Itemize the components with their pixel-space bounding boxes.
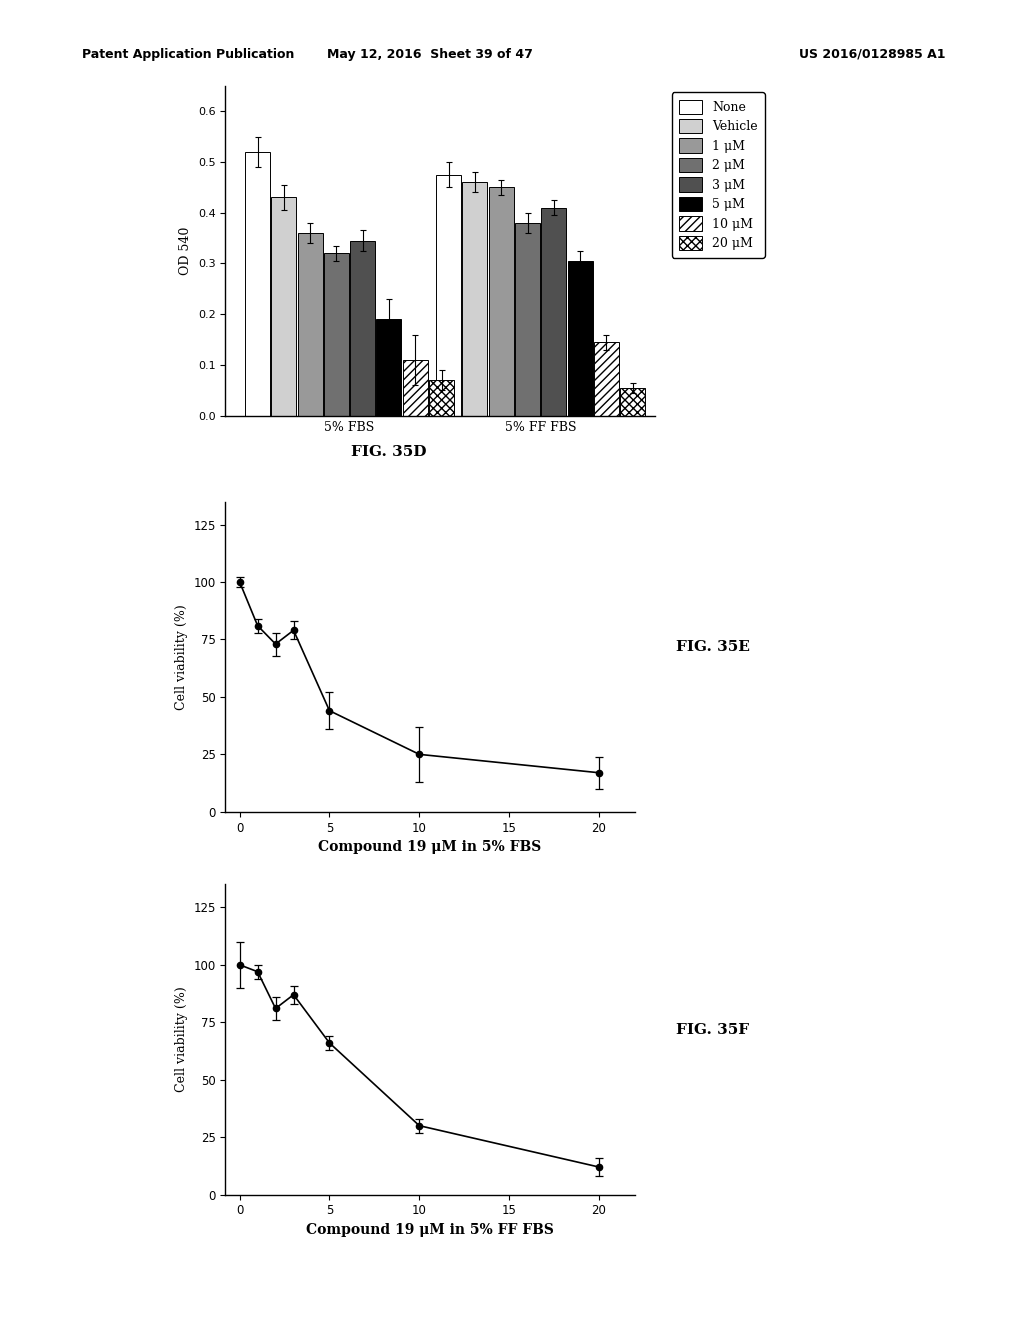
Bar (402, 360, 428, 416)
Bar (271, 198, 296, 416)
Bar (298, 234, 323, 416)
Bar (324, 253, 349, 416)
Bar (488, 187, 514, 416)
Bar (350, 240, 375, 416)
Bar (245, 152, 270, 416)
Bar (436, 174, 461, 416)
Bar (594, 342, 618, 416)
Y-axis label: OD 540: OD 540 (179, 227, 193, 275)
Bar (515, 223, 540, 416)
Bar (429, 380, 454, 416)
Text: US 2016/0128985 A1: US 2016/0128985 A1 (799, 48, 945, 61)
X-axis label: Compound 19 μM in 5% FBS: Compound 19 μM in 5% FBS (318, 840, 542, 854)
Bar (567, 261, 593, 416)
Bar (463, 182, 487, 416)
Bar (621, 388, 645, 416)
Y-axis label: Cell viability (%): Cell viability (%) (175, 603, 187, 710)
Text: Patent Application Publication: Patent Application Publication (82, 48, 294, 61)
Text: FIG. 35E: FIG. 35E (676, 640, 750, 653)
Legend: None, Vehicle, 1 μM, 2 μM, 3 μM, 5 μM, 10 μM, 20 μM: None, Vehicle, 1 μM, 2 μM, 3 μM, 5 μM, 1… (672, 92, 765, 257)
Text: May 12, 2016  Sheet 39 of 47: May 12, 2016 Sheet 39 of 47 (327, 48, 534, 61)
Y-axis label: Cell viability (%): Cell viability (%) (175, 986, 187, 1093)
X-axis label: Compound 19 μM in 5% FF FBS: Compound 19 μM in 5% FF FBS (306, 1222, 554, 1237)
Bar (542, 207, 566, 416)
Text: FIG. 35F: FIG. 35F (676, 1023, 749, 1036)
Bar (377, 319, 401, 416)
Text: FIG. 35D: FIG. 35D (351, 445, 427, 459)
